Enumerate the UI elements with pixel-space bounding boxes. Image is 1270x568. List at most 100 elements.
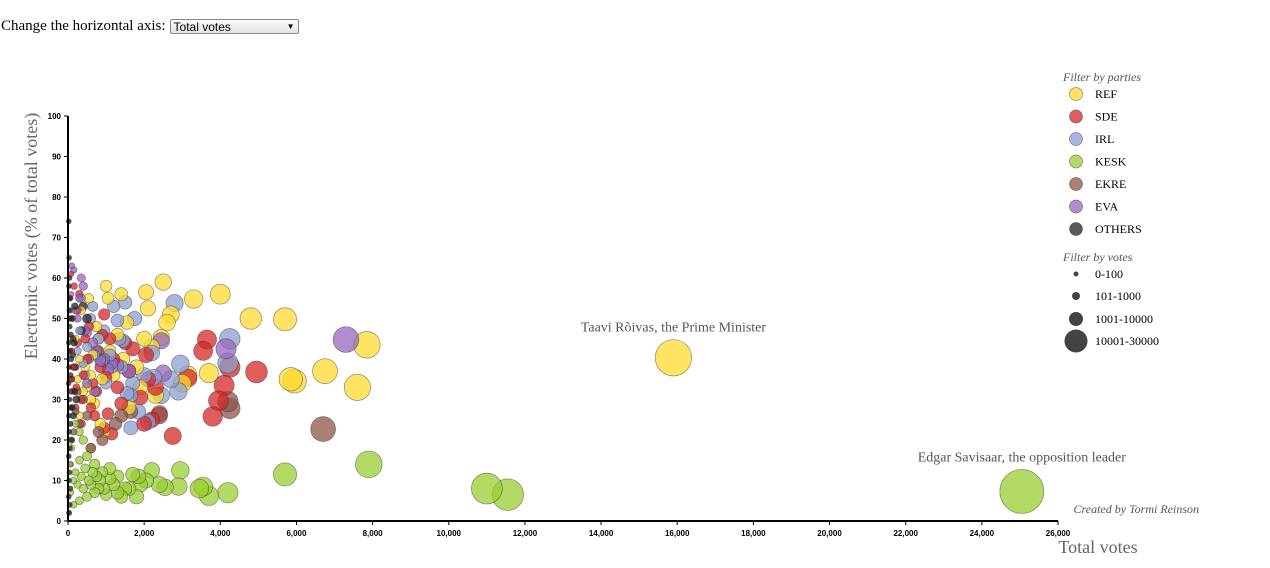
data-point-eva[interactable] bbox=[76, 273, 86, 283]
data-point-kesk[interactable] bbox=[78, 435, 88, 445]
legend-swatch bbox=[1069, 109, 1083, 124]
legend-label: 101-1000 bbox=[1095, 289, 1141, 303]
legend-vote-range[interactable]: 1001-10000 bbox=[1069, 312, 1153, 326]
legend-item-eva[interactable]: EVA bbox=[1069, 199, 1119, 214]
data-point-irl[interactable] bbox=[75, 326, 84, 335]
data-point-others[interactable] bbox=[72, 395, 81, 404]
data-point-ref[interactable] bbox=[101, 291, 115, 305]
y-tick: 100 bbox=[48, 112, 68, 121]
data-point-sde[interactable] bbox=[193, 341, 214, 361]
data-point-ref[interactable] bbox=[273, 307, 297, 332]
data-point-irl[interactable] bbox=[123, 420, 139, 436]
y-tick-label: 80 bbox=[52, 193, 61, 202]
data-point-kesk[interactable] bbox=[71, 468, 80, 477]
data-point-ref[interactable] bbox=[75, 354, 84, 364]
x-tick: 24,000 bbox=[970, 521, 995, 538]
data-point-irl[interactable] bbox=[171, 354, 190, 374]
data-point-eva[interactable] bbox=[215, 338, 237, 360]
data-point-ref[interactable] bbox=[114, 287, 129, 302]
x-tick: 12,000 bbox=[513, 521, 538, 538]
data-point-kesk[interactable] bbox=[125, 466, 141, 482]
data-point-kesk[interactable] bbox=[171, 461, 190, 480]
legend-item-sde[interactable]: SDE bbox=[1069, 109, 1118, 124]
data-point-kesk[interactable] bbox=[355, 450, 383, 478]
legend-swatch bbox=[1069, 199, 1083, 214]
data-point-eva[interactable] bbox=[332, 326, 360, 353]
x-tick-label: 18,000 bbox=[741, 529, 766, 538]
legend-label: REF bbox=[1095, 87, 1117, 101]
legend-item-others[interactable]: OTHERS bbox=[1069, 222, 1142, 236]
legend-vote-range[interactable]: 0-100 bbox=[1073, 267, 1124, 281]
data-point-irl[interactable] bbox=[82, 341, 93, 352]
data-point-ref[interactable] bbox=[239, 307, 262, 330]
legend-item-ekre[interactable]: EKRE bbox=[1069, 177, 1127, 191]
data-point-kesk[interactable] bbox=[189, 478, 210, 499]
data-point-others[interactable] bbox=[82, 313, 93, 324]
legend-item-irl[interactable]: IRL bbox=[1069, 132, 1115, 146]
data-point-sde[interactable] bbox=[163, 427, 182, 445]
legend-item-kesk[interactable]: KESK bbox=[1069, 155, 1127, 169]
data-point-kesk[interactable] bbox=[273, 462, 297, 487]
x-tick: 18,000 bbox=[741, 521, 766, 538]
data-point-kesk[interactable] bbox=[83, 475, 95, 486]
data-point-ref[interactable] bbox=[654, 339, 692, 377]
data-point-eva[interactable] bbox=[68, 262, 76, 270]
data-point-ref[interactable] bbox=[136, 330, 153, 347]
legend-item-ref[interactable]: REF bbox=[1069, 87, 1118, 101]
legend-size-marker bbox=[1073, 271, 1079, 277]
data-point-kesk[interactable] bbox=[471, 472, 503, 505]
data-point-ref[interactable] bbox=[154, 273, 172, 291]
data-point-ref[interactable] bbox=[139, 300, 157, 317]
data-point-sde[interactable] bbox=[114, 396, 129, 411]
data-point-ref[interactable] bbox=[138, 284, 155, 301]
data-point-eva[interactable] bbox=[78, 281, 88, 291]
data-point-ref[interactable] bbox=[184, 289, 204, 309]
data-point-kesk[interactable] bbox=[75, 496, 84, 506]
legend-vote-range[interactable]: 101-1000 bbox=[1072, 289, 1141, 303]
data-point-ekre[interactable] bbox=[310, 416, 336, 442]
data-point-ref[interactable] bbox=[96, 373, 109, 386]
data-point-kesk[interactable] bbox=[82, 491, 93, 502]
data-point-kesk[interactable] bbox=[76, 471, 86, 481]
legend-label: IRL bbox=[1095, 132, 1114, 146]
legend-label: EVA bbox=[1095, 200, 1118, 214]
legend-parties-title: Filter by parties bbox=[1062, 70, 1141, 84]
data-point-ekre[interactable] bbox=[82, 410, 93, 421]
data-point-kesk[interactable] bbox=[75, 455, 84, 465]
data-point-ekre[interactable] bbox=[92, 426, 105, 438]
data-point-sde[interactable] bbox=[245, 360, 268, 384]
data-point-kesk[interactable] bbox=[80, 463, 90, 474]
axis-select[interactable]: Total votes ▼ bbox=[169, 19, 299, 34]
data-point-sde[interactable] bbox=[80, 333, 90, 344]
data-point-ref[interactable] bbox=[278, 367, 303, 392]
x-tick-label: 2,000 bbox=[134, 529, 155, 538]
data-point-ref[interactable] bbox=[312, 358, 338, 384]
data-point-sde[interactable] bbox=[101, 407, 115, 420]
legend-label: EKRE bbox=[1095, 177, 1126, 191]
y-tick: 10 bbox=[52, 477, 68, 486]
data-point-ref[interactable] bbox=[343, 373, 371, 401]
legend: Filter by parties REF SDE IRL KESK EKRE EVA OTH… bbox=[1062, 70, 1159, 353]
data-point-kesk[interactable] bbox=[217, 482, 239, 504]
legend-label: 1001-10000 bbox=[1095, 312, 1153, 326]
data-point-ref[interactable] bbox=[209, 283, 231, 305]
data-point-sde[interactable] bbox=[110, 380, 125, 395]
legend-label: 0-100 bbox=[1095, 267, 1123, 281]
data-point-ref[interactable] bbox=[158, 313, 176, 332]
data-point-eva[interactable] bbox=[82, 378, 93, 389]
data-point-others[interactable] bbox=[67, 355, 75, 363]
data-point-irl[interactable] bbox=[110, 313, 125, 328]
legend-swatch bbox=[1069, 87, 1083, 101]
legend-vote-range[interactable]: 10001-30000 bbox=[1064, 329, 1160, 353]
data-point-sde[interactable] bbox=[202, 406, 223, 427]
data-point-ref[interactable] bbox=[99, 279, 113, 293]
data-point-kesk[interactable] bbox=[82, 451, 93, 462]
data-point-others[interactable] bbox=[71, 302, 79, 311]
legend-label: OTHERS bbox=[1095, 222, 1142, 236]
data-point-eva[interactable] bbox=[75, 293, 84, 303]
data-point-sde[interactable] bbox=[98, 308, 111, 321]
legend-label: 10001-30000 bbox=[1095, 334, 1159, 348]
data-point-kesk[interactable] bbox=[999, 469, 1045, 514]
data-point-ref[interactable] bbox=[198, 363, 219, 384]
data-point-sde[interactable] bbox=[138, 346, 155, 363]
